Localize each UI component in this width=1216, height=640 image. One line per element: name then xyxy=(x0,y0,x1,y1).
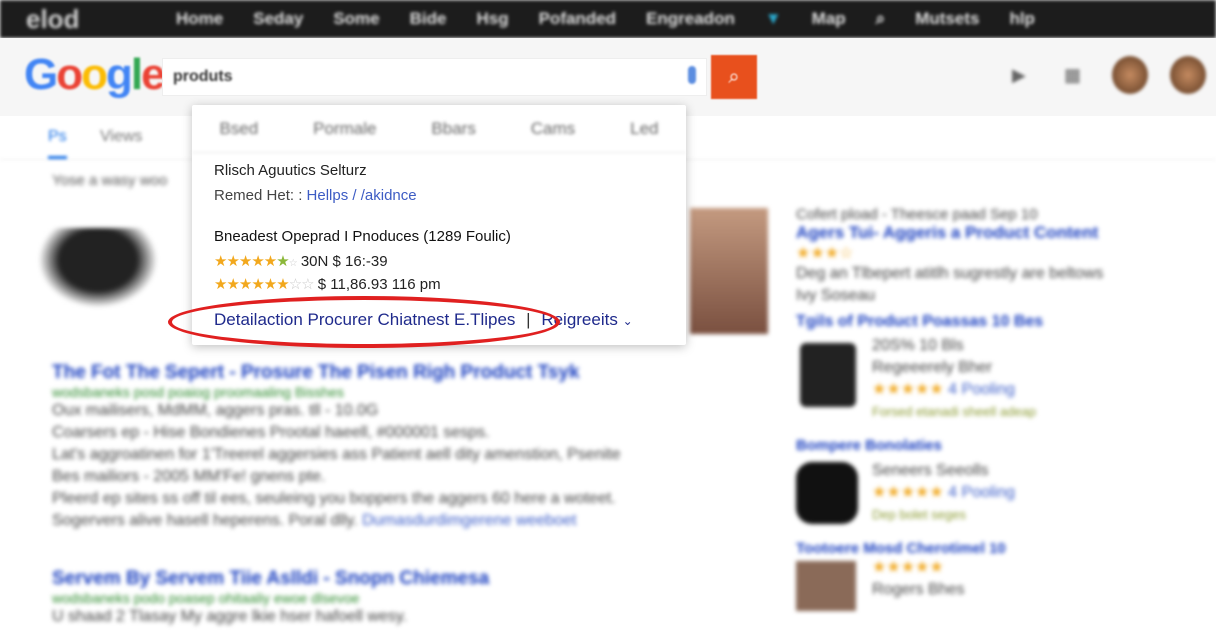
more-link[interactable]: Reigreeits xyxy=(541,310,618,329)
avatar[interactable] xyxy=(1112,56,1148,94)
rating-stars: ★★★★★ xyxy=(872,559,944,576)
result-snippet: Lat's aggroatinen for 1'Treerel aggersie… xyxy=(52,446,621,463)
result-inline-link[interactable]: Dumasdurdimgerene weeboet xyxy=(362,512,577,529)
sidebar-title-link[interactable]: Agers Tui- Aggeris a Product Content xyxy=(796,223,1099,242)
google-logo[interactable]: Google xyxy=(24,50,166,99)
nav-item[interactable]: Some xyxy=(333,9,380,28)
rating-stars: ★★★★★ xyxy=(872,381,944,398)
result-snippet: Pleerd ep sites ss off til ees, seuleing… xyxy=(52,490,616,507)
result-url: wodsbaneks podo poasep ohitaaliy ewoe dl… xyxy=(52,590,360,606)
rating-stars: ★★★★★ xyxy=(872,484,944,501)
site-logo: elod xyxy=(26,3,80,34)
chevron-down-icon[interactable]: ⌄ xyxy=(622,314,633,328)
popup-tab[interactable]: Cams xyxy=(530,118,576,138)
nav-item[interactable]: Map xyxy=(811,9,846,28)
sidebar-heading: Cofert pload - Theesce paad Sep 10 xyxy=(796,206,1038,223)
apps-icon[interactable]: ▦ xyxy=(1064,65,1082,85)
product-thumbnail xyxy=(796,462,858,524)
nav-item[interactable]: Pofanded xyxy=(538,9,617,28)
sidebar-item[interactable]: ★★★★★ Rogers Bhes xyxy=(796,557,1196,617)
result-url: wodsbaneks posd poaiog proomaaling Bissh… xyxy=(52,384,344,400)
product-thumbnail xyxy=(796,561,856,611)
nav-item[interactable]: Engreadon xyxy=(646,9,735,28)
product-image-person[interactable] xyxy=(690,208,768,334)
rating-stars: ★★★★★★☆ xyxy=(214,253,298,270)
play-icon[interactable]: ▶ xyxy=(1012,65,1026,85)
tab-views[interactable]: Views xyxy=(100,128,143,145)
item-price[interactable]: Tootoere Mosd Cherotimel 10 xyxy=(796,540,1006,557)
sidebar-desc: Ivy Soseau xyxy=(796,287,876,304)
search-button[interactable]: ⌕ xyxy=(711,55,757,99)
popup-tab[interactable]: Bbars xyxy=(431,118,476,138)
sidebar-panel: Cofert pload - Theesce paad Sep 10 Agers… xyxy=(796,206,1196,617)
price-text: $ 11,86.93 116 pm xyxy=(317,276,441,293)
product-thumbnail xyxy=(800,343,856,407)
item-price: 20S% 10 Bls xyxy=(872,337,964,354)
nav-item[interactable]: Seday xyxy=(253,9,304,28)
item-note: Forsed etanadi sheell adeap xyxy=(872,404,1037,419)
search-icon[interactable]: ⌕ xyxy=(875,9,886,28)
popup-tab[interactable]: Pormale xyxy=(313,118,377,138)
result-snippet: U shaad 2 Tlasay My aggre lkie hser hafo… xyxy=(52,608,408,625)
item-name: Seneers Seeolls xyxy=(872,462,989,479)
sidebar-desc: Deg an Tlbepert atitlh sugrestly are bel… xyxy=(796,265,1104,282)
price-text: 30N $ 16:-39 xyxy=(300,253,388,270)
result-snippet: Oux mailisers, MdMM, aggers pras. tll - … xyxy=(52,402,379,419)
result-title-link[interactable]: The Fot The Sepert - Prosure The Pisen R… xyxy=(52,362,580,383)
microphone-icon[interactable] xyxy=(688,66,696,84)
nav-item[interactable]: Hsg xyxy=(476,9,509,28)
popup-tab[interactable]: Bsed xyxy=(219,118,259,138)
remed-label: Remed Het: : xyxy=(214,187,303,204)
rating-stars: ★★★★★★☆☆ xyxy=(214,276,315,293)
item-name: Rogers Bhes xyxy=(872,581,965,598)
search-result: The Fot The Sepert - Prosure The Pisen R… xyxy=(52,362,752,532)
nav-item[interactable]: Bide xyxy=(409,9,447,28)
help-link[interactable]: Hellps / /akidnce xyxy=(306,187,417,204)
product-title: Bneadest Opeprad I Pnoduces (1289 Foulic… xyxy=(214,228,511,245)
item-name: Regeeerely Bher xyxy=(872,359,993,376)
nav-item[interactable]: Mutsets xyxy=(915,9,980,28)
tab-all[interactable]: Ps xyxy=(48,128,67,159)
result-snippet: Bes mailiors - 2005 MM'Fe! gnens pte. xyxy=(52,468,326,485)
nav-item[interactable]: hlp xyxy=(1009,9,1035,28)
result-stats: Yose a wasy woo xyxy=(52,172,168,189)
avatar[interactable] xyxy=(1170,56,1206,94)
red-highlight-circle xyxy=(168,296,560,348)
search-input[interactable]: produts xyxy=(162,58,707,96)
item-price[interactable]: Bompere Bonolaties xyxy=(796,437,942,454)
search-query: produts xyxy=(173,68,233,85)
rating-stars: ★★★☆ xyxy=(796,245,854,262)
sidebar-item[interactable]: Seneers Seeolls ★★★★★ 4 Pooling Dep bolet … xyxy=(796,454,1196,564)
dropdown-arrow-icon[interactable]: ▼ xyxy=(764,9,782,28)
result-title-link[interactable]: Servem By Servem Tiie Aslldi - Snopn Chi… xyxy=(52,568,490,589)
sidebar-item[interactable]: 20S% 10 Bls Regeeerely Bher ★★★★★ 4 Poolin… xyxy=(796,335,1196,445)
search-result: Servem By Servem Tiie Aslldi - Snopn Chi… xyxy=(52,568,752,628)
nav-item[interactable]: Home xyxy=(176,9,224,28)
top-nav-bar: elod Home Seday Some Bide Hsg Pofanded E… xyxy=(0,0,1216,38)
item-tag: 4 Pooling xyxy=(948,381,1015,398)
item-tag: 4 Pooling xyxy=(948,484,1015,501)
popup-tab[interactable]: Led xyxy=(630,118,659,138)
sidebar-section-title[interactable]: Tgils of Product Poassas 10 Bes xyxy=(796,313,1044,330)
result-snippet: Sogervers alive hasell heperens. Poral d… xyxy=(52,512,358,529)
popup-title: Rlisch Aguutics Selturz xyxy=(214,162,367,179)
product-image-cap[interactable] xyxy=(38,228,158,308)
result-snippet: Coarsers ep - Hise Bondienes Prootal hae… xyxy=(52,424,490,441)
item-note: Dep bolet seges xyxy=(872,507,966,522)
